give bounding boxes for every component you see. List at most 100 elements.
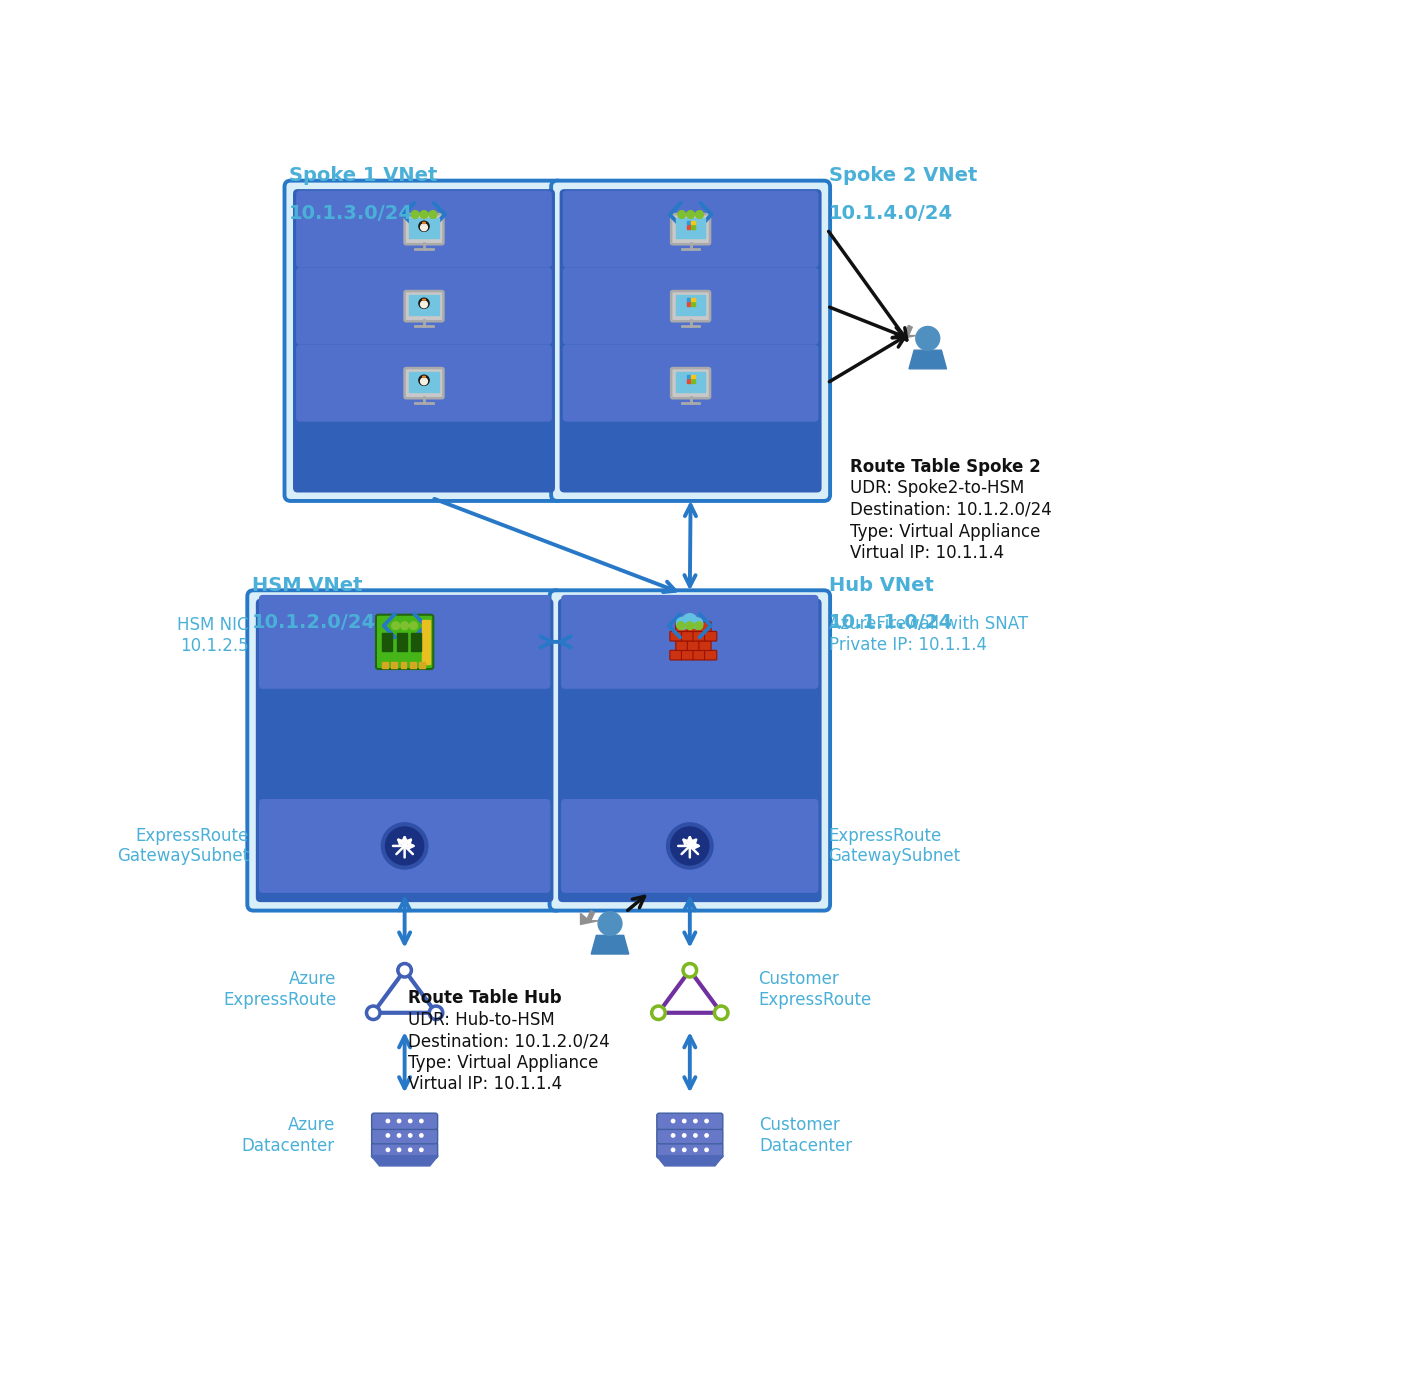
- FancyBboxPatch shape: [656, 1128, 722, 1144]
- Circle shape: [420, 299, 429, 308]
- Circle shape: [420, 211, 428, 219]
- Text: UDR: Hub-to-HSM: UDR: Hub-to-HSM: [408, 1011, 555, 1029]
- FancyBboxPatch shape: [372, 1113, 438, 1129]
- Text: HSM NIC
10.1.2.5: HSM NIC 10.1.2.5: [177, 617, 249, 655]
- Circle shape: [694, 1148, 697, 1151]
- Circle shape: [598, 912, 622, 935]
- Bar: [691, 375, 694, 379]
- Polygon shape: [656, 1155, 724, 1166]
- FancyBboxPatch shape: [698, 640, 711, 650]
- FancyBboxPatch shape: [376, 614, 434, 669]
- Circle shape: [420, 1133, 422, 1137]
- Circle shape: [386, 1148, 390, 1151]
- Bar: [420, 661, 425, 668]
- Text: Virtual IP: 10.1.1.4: Virtual IP: 10.1.1.4: [408, 1075, 563, 1093]
- Polygon shape: [591, 935, 629, 954]
- Text: ExpressRoute
GatewaySubnet: ExpressRoute GatewaySubnet: [117, 826, 249, 865]
- Circle shape: [391, 622, 400, 629]
- FancyBboxPatch shape: [296, 190, 552, 267]
- FancyBboxPatch shape: [558, 599, 822, 902]
- Text: Spoke 1 VNet: Spoke 1 VNet: [289, 167, 438, 186]
- FancyBboxPatch shape: [372, 1128, 438, 1144]
- Circle shape: [672, 1120, 674, 1122]
- FancyBboxPatch shape: [563, 190, 818, 267]
- Circle shape: [655, 1008, 663, 1018]
- Circle shape: [386, 1133, 390, 1137]
- FancyBboxPatch shape: [656, 1142, 722, 1158]
- Circle shape: [705, 1120, 708, 1122]
- Circle shape: [676, 617, 689, 629]
- Circle shape: [672, 1148, 674, 1151]
- Bar: [391, 661, 397, 668]
- FancyBboxPatch shape: [670, 632, 681, 642]
- Text: Virtual IP: 10.1.1.4: Virtual IP: 10.1.1.4: [850, 544, 1004, 562]
- Bar: [382, 632, 393, 651]
- Circle shape: [421, 224, 428, 231]
- Circle shape: [420, 222, 429, 231]
- Text: AzureFirewall with SNAT
Private IP: 10.1.1.4: AzureFirewall with SNAT Private IP: 10.1…: [828, 614, 1028, 654]
- Circle shape: [691, 618, 703, 629]
- Bar: [691, 379, 694, 383]
- Circle shape: [705, 1148, 708, 1151]
- FancyBboxPatch shape: [676, 640, 689, 650]
- Text: 10.1.4.0/24: 10.1.4.0/24: [828, 204, 953, 223]
- Text: Type: Virtual Appliance: Type: Virtual Appliance: [408, 1053, 598, 1071]
- Circle shape: [681, 963, 698, 978]
- Bar: [687, 375, 690, 379]
- Circle shape: [386, 1120, 390, 1122]
- Circle shape: [683, 1133, 686, 1137]
- Circle shape: [411, 211, 420, 219]
- Circle shape: [429, 211, 436, 219]
- Circle shape: [421, 377, 428, 384]
- Polygon shape: [910, 350, 946, 369]
- FancyBboxPatch shape: [559, 189, 822, 493]
- Text: UDR: Spoke2-to-HSM: UDR: Spoke2-to-HSM: [850, 479, 1025, 497]
- Bar: [676, 295, 705, 314]
- Bar: [687, 302, 690, 306]
- FancyBboxPatch shape: [670, 650, 681, 660]
- Text: 10.1.2.0/24: 10.1.2.0/24: [252, 613, 376, 632]
- Circle shape: [408, 1148, 413, 1151]
- FancyBboxPatch shape: [562, 799, 818, 892]
- Bar: [691, 220, 694, 224]
- FancyBboxPatch shape: [372, 1142, 438, 1158]
- Text: 10.1.1.0/24: 10.1.1.0/24: [828, 613, 953, 632]
- Circle shape: [694, 1120, 697, 1122]
- Text: Spoke 2 VNet: Spoke 2 VNet: [828, 167, 977, 186]
- Bar: [687, 379, 690, 383]
- FancyBboxPatch shape: [672, 291, 710, 321]
- FancyBboxPatch shape: [687, 622, 700, 632]
- Bar: [687, 224, 690, 229]
- Circle shape: [714, 1005, 729, 1020]
- FancyBboxPatch shape: [256, 599, 553, 902]
- FancyBboxPatch shape: [296, 344, 552, 421]
- Circle shape: [687, 211, 694, 219]
- Bar: [410, 372, 439, 391]
- Text: Hub VNet: Hub VNet: [828, 576, 934, 595]
- Polygon shape: [580, 910, 598, 924]
- Bar: [687, 297, 690, 302]
- Bar: [422, 620, 429, 664]
- FancyBboxPatch shape: [687, 640, 700, 650]
- Text: HSM VNet: HSM VNet: [252, 576, 362, 595]
- Bar: [691, 224, 694, 229]
- Circle shape: [705, 1133, 708, 1137]
- Bar: [691, 302, 694, 306]
- Circle shape: [666, 823, 712, 869]
- Bar: [410, 661, 415, 668]
- Bar: [411, 632, 421, 651]
- Circle shape: [672, 1133, 674, 1137]
- FancyBboxPatch shape: [296, 267, 552, 344]
- Circle shape: [677, 622, 684, 629]
- Circle shape: [915, 326, 939, 350]
- Circle shape: [400, 967, 408, 975]
- Circle shape: [686, 622, 694, 629]
- FancyBboxPatch shape: [549, 591, 831, 910]
- FancyBboxPatch shape: [693, 632, 705, 642]
- FancyBboxPatch shape: [672, 368, 710, 398]
- FancyBboxPatch shape: [681, 650, 694, 660]
- Text: Azure
ExpressRoute: Azure ExpressRoute: [224, 969, 337, 1008]
- Circle shape: [397, 963, 413, 978]
- Text: 10.1.3.0/24: 10.1.3.0/24: [289, 204, 413, 223]
- FancyBboxPatch shape: [248, 591, 562, 910]
